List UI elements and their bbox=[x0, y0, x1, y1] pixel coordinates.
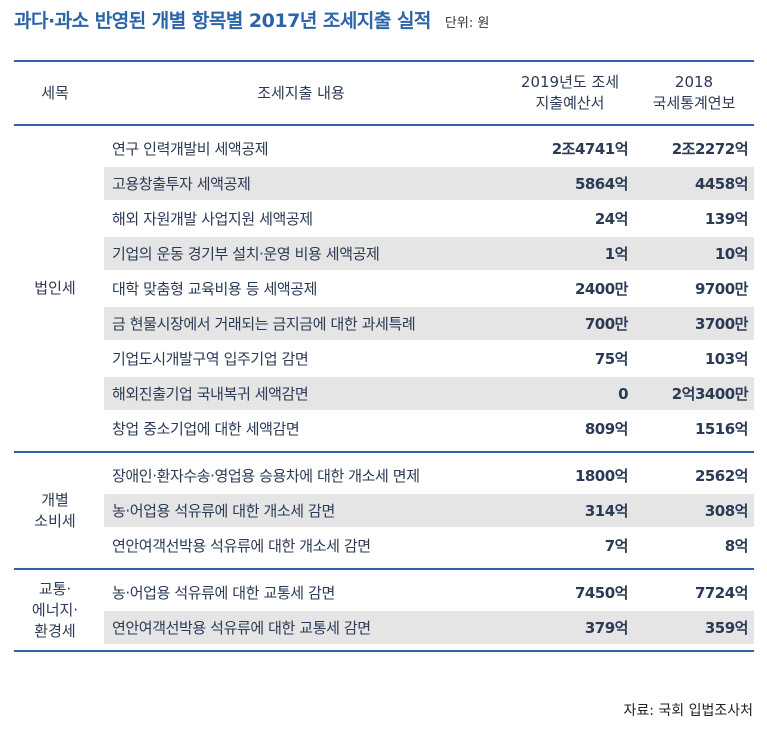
group-label-line: 교통· bbox=[38, 579, 72, 598]
row-description: 기업의 운동 경기부 설치·운영 비용 세액공제 bbox=[112, 245, 380, 263]
row-budget-value: 379억 bbox=[584, 619, 629, 637]
row-budget-value: 7450억 bbox=[574, 584, 629, 602]
row-budget-value: 75억 bbox=[594, 350, 629, 368]
table-row: 농·어업용 석유류에 대한 개소세 감면 314억 308억 bbox=[104, 494, 754, 527]
tax-expenditure-table: 세목 조세지출 내용 2019년도 조세 지출예산서 2018 국세통계연보 법… bbox=[14, 60, 754, 652]
row-yearbook-value: 7724억 bbox=[694, 584, 749, 602]
table-row: 고용창출투자 세액공제 5864억 4458억 bbox=[104, 167, 754, 200]
row-yearbook-value: 2562억 bbox=[694, 467, 749, 485]
row-yearbook-value: 308억 bbox=[704, 502, 749, 520]
group-label: 법인세 bbox=[14, 126, 96, 451]
table-row: 농·어업용 석유류에 대한 교통세 감면 7450억 7724억 bbox=[104, 576, 754, 609]
row-budget-value: 5864억 bbox=[574, 175, 629, 193]
row-description: 창업 중소기업에 대한 세액감면 bbox=[112, 420, 300, 438]
group-label-line: 에너지· bbox=[31, 600, 79, 619]
table-row: 연안여객선박용 석유류에 대한 교통세 감면 379억 359억 bbox=[104, 611, 754, 644]
row-description: 농·어업용 석유류에 대한 개소세 감면 bbox=[112, 502, 335, 520]
header-yearbook-line2: 국세통계연보 bbox=[652, 94, 736, 112]
header-description: 조세지출 내용 bbox=[257, 83, 345, 102]
table-header: 세목 조세지출 내용 2019년도 조세 지출예산서 2018 국세통계연보 bbox=[14, 60, 754, 126]
table-row: 대학 맞춤형 교육비용 등 세액공제 2400만 9700만 bbox=[104, 272, 754, 305]
table-row: 기업의 운동 경기부 설치·운영 비용 세액공제 1억 10억 bbox=[104, 237, 754, 270]
header-yearbook-column: 2018 국세통계연보 bbox=[634, 62, 754, 124]
source-note: 자료: 국회 입법조사처 bbox=[623, 703, 753, 719]
group-label-line: 소비세 bbox=[34, 511, 76, 530]
page-title: 과다·과소 반영된 개별 항목별 2017년 조세지출 실적 bbox=[14, 10, 431, 32]
row-budget-value: 0 bbox=[618, 384, 628, 403]
group-label-line: 개별 bbox=[41, 490, 69, 509]
row-yearbook-value: 3700만 bbox=[694, 315, 749, 333]
group-label-line: 환경세 bbox=[34, 621, 76, 640]
row-budget-value: 314억 bbox=[584, 502, 629, 520]
table-row: 해외진출기업 국내복귀 세액감면 0 2억3400만 bbox=[104, 377, 754, 410]
row-yearbook-value: 2조2272억 bbox=[671, 140, 749, 158]
row-yearbook-value: 103억 bbox=[704, 350, 749, 368]
row-budget-value: 1800억 bbox=[574, 467, 629, 485]
group-label: 교통· 에너지· 환경세 bbox=[14, 570, 96, 650]
row-budget-value: 24억 bbox=[594, 210, 629, 228]
row-description: 농·어업용 석유류에 대한 교통세 감면 bbox=[112, 584, 335, 602]
row-yearbook-value: 1516억 bbox=[694, 420, 749, 438]
row-description: 기업도시개발구역 입주기업 감면 bbox=[112, 350, 309, 368]
row-description: 연구 인력개발비 세액공제 bbox=[112, 140, 269, 158]
header-budget-line1: 2019년도 조세 bbox=[520, 73, 620, 91]
group-label-line: 법인세 bbox=[34, 279, 76, 297]
row-budget-value: 809억 bbox=[584, 420, 629, 438]
table-row: 연구 인력개발비 세액공제 2조4741억 2조2272억 bbox=[104, 132, 754, 165]
row-budget-value: 2400만 bbox=[574, 280, 629, 298]
row-description: 해외진출기업 국내복귀 세액감면 bbox=[112, 385, 309, 403]
row-yearbook-value: 2억3400만 bbox=[671, 385, 749, 403]
table-row: 연안여객선박용 석유류에 대한 개소세 감면 7억 8억 bbox=[104, 529, 754, 562]
header-yearbook-line1: 2018 bbox=[674, 73, 714, 91]
row-yearbook-value: 139억 bbox=[704, 210, 749, 228]
row-yearbook-value: 4458억 bbox=[694, 175, 749, 193]
row-budget-value: 1억 bbox=[604, 245, 629, 263]
table-row: 장애인·환자수송·영업용 승용차에 대한 개소세 면제 1800억 2562억 bbox=[104, 459, 754, 492]
row-description: 금 현물시장에서 거래되는 금지금에 대한 과세특례 bbox=[112, 315, 416, 333]
row-description: 장애인·환자수송·영업용 승용차에 대한 개소세 면제 bbox=[112, 467, 420, 485]
row-description: 해외 자원개발 사업지원 세액공제 bbox=[112, 210, 313, 228]
row-budget-value: 7억 bbox=[604, 537, 629, 555]
row-yearbook-value: 9700만 bbox=[694, 280, 749, 298]
title-row: 과다·과소 반영된 개별 항목별 2017년 조세지출 실적 단위: 원 bbox=[14, 6, 489, 42]
unit-label: 단위: 원 bbox=[444, 16, 490, 31]
row-budget-value: 2조4741억 bbox=[551, 140, 629, 158]
table-row: 기업도시개발구역 입주기업 감면 75억 103억 bbox=[104, 342, 754, 375]
row-description: 연안여객선박용 석유류에 대한 개소세 감면 bbox=[112, 537, 371, 555]
header-category: 세목 bbox=[41, 83, 69, 102]
row-description: 고용창출투자 세액공제 bbox=[112, 175, 251, 193]
table-row: 금 현물시장에서 거래되는 금지금에 대한 과세특례 700만 3700만 bbox=[104, 307, 754, 340]
row-yearbook-value: 8억 bbox=[724, 537, 749, 555]
table-row: 창업 중소기업에 대한 세액감면 809억 1516억 bbox=[104, 412, 754, 445]
row-description: 대학 맞춤형 교육비용 등 세액공제 bbox=[112, 280, 318, 298]
header-budget-line2: 지출예산서 bbox=[535, 94, 605, 112]
row-yearbook-value: 10억 bbox=[714, 245, 749, 263]
table-row: 해외 자원개발 사업지원 세액공제 24억 139억 bbox=[104, 202, 754, 235]
row-description: 연안여객선박용 석유류에 대한 교통세 감면 bbox=[112, 619, 371, 637]
row-budget-value: 700만 bbox=[584, 315, 629, 333]
tax-group: 교통· 에너지· 환경세 농·어업용 석유류에 대한 교통세 감면 7450억 7724억… bbox=[14, 570, 754, 652]
row-yearbook-value: 359억 bbox=[704, 619, 749, 637]
header-budget-column: 2019년도 조세 지출예산서 bbox=[506, 62, 634, 124]
